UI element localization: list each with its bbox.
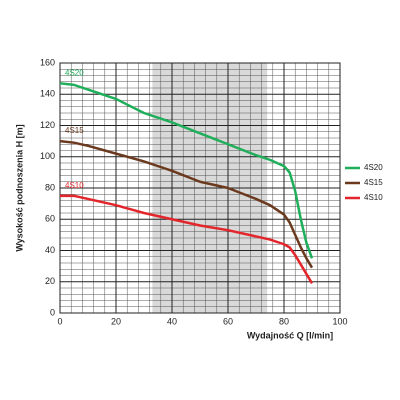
y-tick-label: 20 [45, 276, 55, 286]
y-tick-label: 120 [40, 120, 55, 130]
series-label: 4S20 [65, 68, 84, 77]
y-axis-label: Wysokość podnoszenia H [m] [14, 124, 24, 251]
y-tick-label: 100 [40, 151, 55, 161]
y-tick-label: 0 [50, 307, 55, 317]
y-tick-label: 60 [45, 214, 55, 224]
series-line [59, 82, 314, 259]
legend-label: 4S15 [364, 178, 383, 187]
y-tick-label: 140 [40, 89, 55, 99]
x-tick-label: 0 [57, 316, 62, 326]
x-tick-label: 20 [111, 316, 121, 326]
series-line [60, 194, 314, 284]
x-tick-label: 60 [223, 316, 233, 326]
series-label: 4S10 [65, 181, 84, 190]
x-tick-label: 40 [167, 316, 177, 326]
series-label: 4S15 [65, 126, 84, 135]
y-tick-label: 40 [45, 245, 55, 255]
x-tick-label: 100 [332, 316, 347, 326]
legend-label: 4S10 [364, 193, 383, 202]
x-axis-label: Wydajność Q [l/min] [247, 330, 333, 340]
x-tick-label: 80 [279, 316, 289, 326]
series-line [59, 139, 314, 269]
plot-frame [59, 62, 341, 314]
y-tick-label: 160 [40, 57, 55, 67]
legend-label: 4S20 [364, 163, 383, 172]
y-tick-label: 80 [45, 182, 55, 192]
